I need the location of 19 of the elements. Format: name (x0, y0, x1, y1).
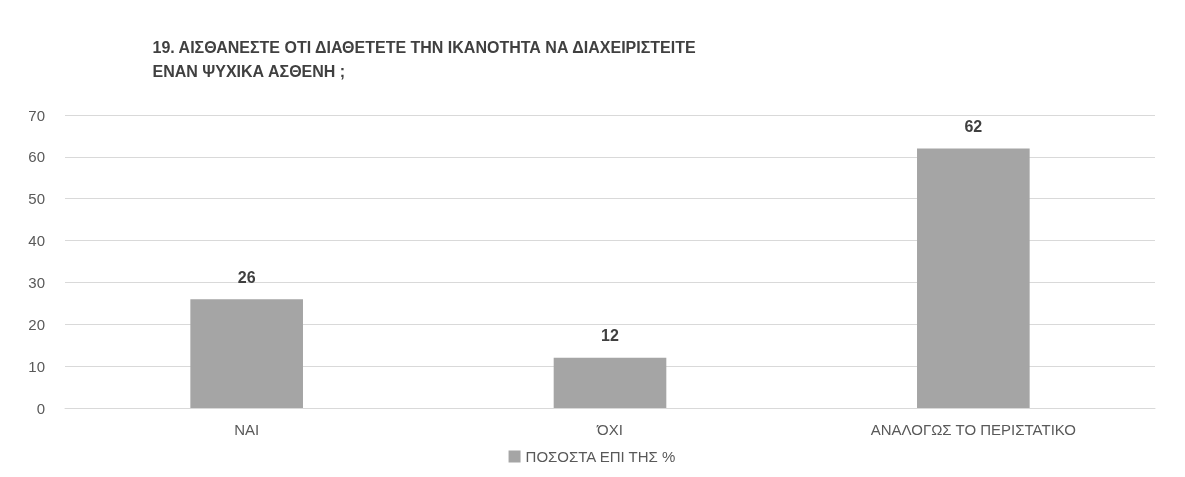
data-label: 26 (237, 268, 256, 286)
y-tick-label: 70 (28, 106, 45, 124)
y-tick-label: 60 (28, 148, 45, 166)
y-tick-label: 40 (28, 232, 45, 250)
x-tick-label: ΌΧΙ (596, 421, 623, 438)
y-tick-label: 0 (36, 399, 45, 417)
bar (190, 299, 303, 408)
x-tick-label: ΑΝΑΛΟΓΩΣ ΤΟ ΠΕΡΙΣΤΑΤΙΚΟ (870, 421, 1077, 438)
bar (917, 148, 1030, 408)
data-label: 12 (601, 327, 619, 345)
legend-label: ΠΟΣΟΣΤΑ ΕΠΙ ΤΗΣ % (525, 448, 676, 465)
y-tick-label: 30 (28, 273, 45, 291)
y-tick-label: 20 (28, 315, 45, 333)
y-tick-label: 10 (28, 357, 45, 375)
data-label: 62 (964, 117, 983, 135)
y-tick-label: 50 (28, 190, 45, 208)
bar (553, 357, 667, 408)
x-tick-label: ΝΑΙ (234, 421, 260, 438)
chart-title: 19. ΑΙΣΘΑΝΕΣΤΕ ΟΤΙ ΔΙΑΘΕΤΕΤΕ ΤΗΝ ΙΚΑΝΟΤΗΤΑ ΝΑ ΔΙΑΧΕΙΡΙΣΤΕΙΤΕ ΕΝΑΝ ΨΥΧΙΚΑ ΑΣΘΕΝΗ ; (152, 38, 701, 80)
